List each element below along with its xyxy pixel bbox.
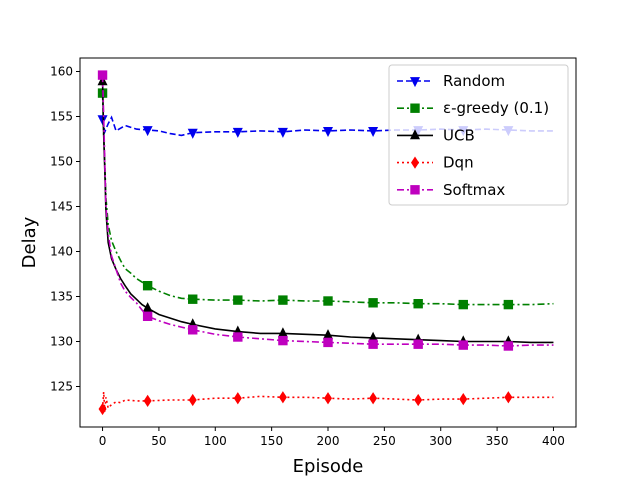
y-axis-title: Delay: [19, 216, 40, 268]
series-4-point-9: [503, 341, 514, 351]
series-3-point-5: [324, 392, 332, 405]
y-axis: 125 130 135 140 145 150 155 160: [50, 65, 80, 394]
legend-item-4: Softmax: [397, 181, 505, 199]
series-1-point-1: [142, 281, 153, 291]
series-3-point-4: [278, 391, 287, 404]
series-4-point-5: [323, 337, 333, 348]
series-4-point-2: [188, 325, 198, 335]
series-1-point-7: [413, 299, 423, 309]
series-2-point-1: [142, 302, 153, 313]
series-0-point-6: [368, 127, 379, 138]
legend-item-0: Random: [397, 72, 505, 90]
y-tick-label-2: 135: [50, 290, 73, 304]
series-4-point-0: [97, 70, 108, 80]
legend-marker-3: [411, 156, 419, 169]
series-1-point-6: [368, 298, 378, 308]
plot-lines: [97, 70, 554, 416]
y-tick-label-4: 145: [50, 200, 73, 214]
series-1-point-4: [278, 295, 288, 305]
legend-marker-1: [410, 103, 420, 113]
legend-label-0: Random: [443, 72, 505, 90]
series-0-point-3: [232, 127, 243, 138]
x-tick-label-4: 200: [317, 434, 340, 448]
x-axis-title: Episode: [293, 456, 364, 477]
x-axis: 0 50 100 150 200 250 300 350 400: [99, 427, 565, 448]
series-3-point-7: [414, 393, 423, 407]
series-3-point-6: [369, 392, 378, 405]
x-tick-label-2: 100: [204, 434, 227, 448]
series-3-point-8: [459, 392, 468, 406]
x-tick-label-0: 0: [99, 434, 107, 448]
series-2-point-4: [277, 327, 288, 338]
series-4: [97, 70, 554, 351]
series-4-point-7: [413, 339, 423, 349]
series-3-point-3: [233, 392, 242, 405]
y-tick-label-3: 140: [50, 245, 73, 259]
series-3: [98, 391, 554, 416]
series-4-point-1: [142, 311, 153, 322]
legend-label-4: Softmax: [443, 181, 505, 199]
series-3-point-0: [98, 402, 107, 416]
x-tick-label-5: 250: [373, 434, 396, 448]
legend: Random ε-greedy (0.1) UCB Dqn Softmax: [388, 64, 569, 206]
x-tick-label-1: 50: [151, 434, 166, 448]
series-4-point-3: [233, 332, 243, 342]
series-3-point-9: [504, 391, 513, 404]
series-0-point-1: [142, 126, 153, 137]
x-tick-label-8: 400: [542, 434, 565, 448]
series-0-point-2: [187, 128, 198, 139]
x-tick-label-7: 350: [486, 434, 509, 448]
series-4-point-4: [278, 335, 288, 346]
legend-label-1: ε-greedy (0.1): [443, 99, 549, 117]
legend-marker-2: [409, 129, 421, 140]
y-tick-label-6: 155: [50, 110, 73, 124]
y-tick-label-7: 160: [50, 65, 73, 79]
series-4-point-6: [368, 339, 378, 349]
series-1-point-2: [188, 294, 198, 304]
series-3-point-1: [143, 394, 152, 408]
x-tick-label-3: 150: [260, 434, 283, 448]
y-tick-label-1: 130: [50, 335, 73, 349]
series-1-point-8: [458, 299, 468, 310]
x-tick-label-6: 300: [429, 434, 452, 448]
series-3-point-2: [188, 393, 197, 407]
series-4-point-8: [458, 340, 468, 350]
legend-marker-4: [410, 185, 420, 195]
series-0-point-4: [277, 127, 288, 138]
legend-box: [388, 64, 569, 206]
legend-item-3: Dqn: [397, 154, 474, 172]
y-tick-label-5: 150: [50, 155, 73, 169]
series-1-point-3: [233, 295, 243, 305]
legend-label-2: UCB: [443, 126, 475, 144]
series-0-point-5: [322, 127, 334, 138]
series-1-point-9: [503, 299, 514, 310]
y-tick-label-0: 125: [50, 380, 73, 394]
series-1-point-5: [323, 296, 333, 306]
legend-item-2: UCB: [397, 126, 475, 144]
legend-label-3: Dqn: [443, 154, 474, 172]
legend-item-1: ε-greedy (0.1): [397, 99, 549, 117]
legend-marker-0: [409, 77, 421, 88]
